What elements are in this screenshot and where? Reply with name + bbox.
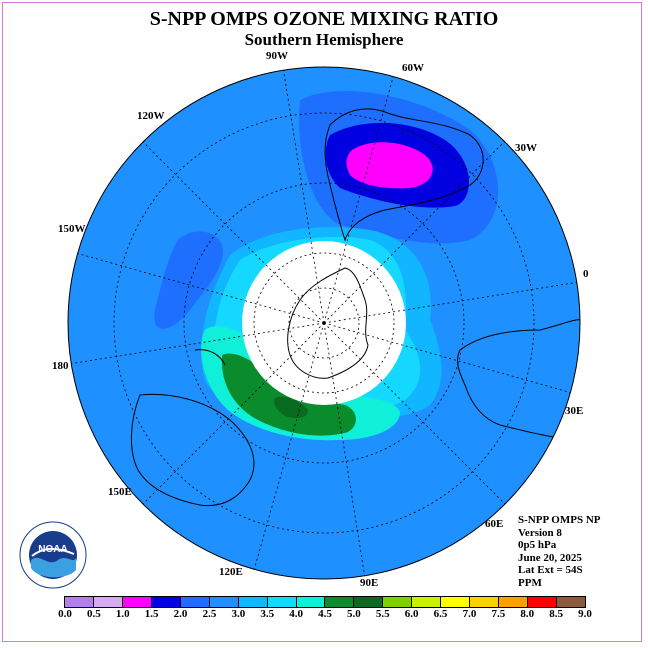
map-border [67, 66, 581, 580]
label-150w: 150W [58, 223, 86, 235]
label-30w: 30W [515, 142, 537, 154]
info-date: June 20, 2025 [518, 551, 582, 564]
colorbar-swatch [499, 597, 528, 607]
label-150e: 150E [108, 486, 132, 498]
info-version: Version 8 [518, 526, 562, 539]
colorbar-tick-label: 3.5 [260, 608, 275, 620]
label-90e: 90E [360, 577, 379, 589]
label-30e: 30E [565, 405, 584, 417]
colorbar-swatch [296, 597, 326, 607]
colorbar-tick-label: 5.0 [347, 608, 361, 620]
colorbar [64, 596, 586, 608]
colorbar-tick-label: 0.5 [87, 608, 101, 620]
antarctica-coast [287, 267, 369, 379]
colorbar-swatch [412, 597, 442, 607]
label-0: 0 [583, 268, 589, 280]
region-peak [346, 142, 433, 189]
label-90w: 90W [266, 50, 288, 62]
colorbar-tick-label: 9.0 [578, 608, 592, 620]
info-instrument: S-NPP OMPS NP [518, 514, 601, 526]
south-america-coast [324, 108, 484, 242]
colorbar-swatch [209, 597, 239, 607]
colorbar-tick-label: 6.0 [404, 608, 419, 620]
colorbar-swatch [528, 597, 557, 607]
info-level: 0p5 hPa [518, 539, 557, 551]
map-subtitle: Southern Hemisphere [244, 30, 404, 49]
colorbar-swatch [65, 597, 94, 607]
colorbar-swatch [93, 597, 123, 607]
colorbar-tick-label: 4.0 [289, 608, 303, 620]
colorbar-tick-label: 2.5 [202, 608, 217, 620]
colorbar-tick-label: 7.5 [491, 608, 506, 620]
colorbar-swatch [180, 597, 210, 607]
colorbar-swatch [122, 597, 152, 607]
colorbar-tick-label: 8.0 [520, 608, 535, 620]
region-high-left [154, 231, 223, 329]
info-units: PPM [518, 576, 542, 589]
info-block: S-NPP OMPS NP Version 8 0p5 hPa June 20,… [518, 514, 601, 589]
colorbar-swatch [151, 597, 181, 607]
colorbar-swatch [556, 597, 585, 607]
colorbar-tick-label: 1.0 [115, 608, 130, 620]
colorbar-swatch [238, 597, 268, 607]
colorbar-tick-label: 7.0 [462, 608, 477, 620]
colorbar-tick-label: 4.5 [318, 608, 332, 620]
colorbar-swatch [354, 597, 384, 607]
logo-text: NOAA [38, 544, 67, 555]
label-60e: 60E [485, 518, 504, 530]
australia-coast [130, 393, 255, 507]
colorbar-tick-label: 0.0 [58, 608, 72, 620]
colorbar-swatch [267, 597, 297, 607]
label-60w: 60W [402, 62, 424, 74]
label-180: 180 [52, 360, 69, 372]
info-lat-ext: Lat Ext = 54S [518, 564, 583, 576]
colorbar-tick-label: 2.0 [173, 608, 188, 620]
new-zealand-coast [194, 349, 226, 366]
colorbar-tick-label: 6.5 [433, 608, 448, 620]
colorbar-tick-label: 8.5 [549, 608, 563, 620]
label-120w: 120W [137, 110, 165, 122]
map-title: S-NPP OMPS OZONE MIXING RATIO [149, 8, 499, 30]
noaa-logo-icon: NOAA [19, 521, 87, 589]
colorbar-tick-label: 5.5 [375, 608, 390, 620]
frame [2, 2, 642, 642]
colorbar-tick-label: 3.0 [231, 608, 246, 620]
region-darkgreen [274, 396, 309, 418]
colorbar-swatch [470, 597, 500, 607]
label-120e: 120E [219, 566, 243, 578]
colorbar-tick-label: 1.5 [144, 608, 159, 620]
colorbar-swatch [383, 597, 413, 607]
colorbar-swatch [441, 597, 471, 607]
colorbar-swatch [325, 597, 355, 607]
